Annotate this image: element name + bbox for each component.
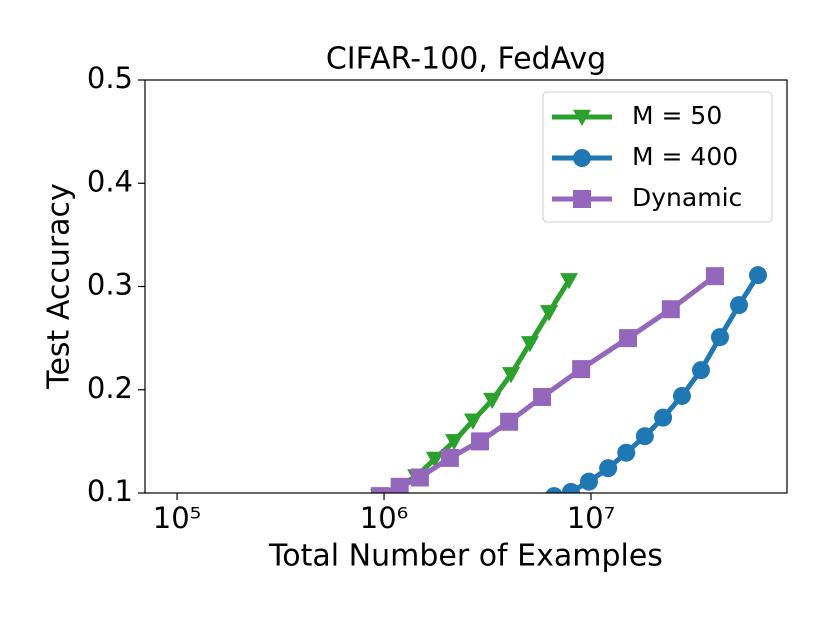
marker [573,109,591,126]
legend-label: M = 50 [632,101,722,130]
x-tick-label: 10⁵ [153,501,202,535]
marker [599,459,618,478]
marker [661,300,680,319]
x-axis-label: Total Number of Examples [268,539,663,574]
series-line [379,278,572,493]
marker [545,487,563,493]
legend-label: Dynamic [632,183,742,212]
x-tick-label: 10⁷ [567,501,616,535]
y-tick-label: 0.4 [87,164,133,198]
marker [711,328,730,347]
y-tick-label: 0.5 [87,61,133,95]
marker [635,427,654,446]
marker [520,336,539,353]
marker [390,477,409,493]
marker [502,367,521,384]
marker [730,296,749,315]
y-axis-label: Test Accuracy [42,183,77,390]
marker [463,413,482,430]
marker [705,267,724,286]
marker [572,360,591,379]
marker [371,487,390,493]
plot-area [370,266,768,493]
y-tick-label: 0.1 [87,474,133,508]
marker [425,451,444,468]
marker [561,482,580,493]
legend-box [542,91,773,223]
marker [573,149,591,167]
marker [619,329,638,348]
marker [540,305,559,322]
marker [560,273,579,290]
x-tick-label: 10⁶ [360,501,409,535]
marker [579,472,598,491]
marker [471,432,490,451]
axes: 0.1 0.2 0.3 0.4 0.5 10⁵ 10⁶ 10⁷ [87,61,615,535]
chart-title: CIFAR-100, FedAvg [326,42,606,77]
marker [483,392,502,410]
marker [617,443,636,462]
legend-label: M = 400 [632,142,738,171]
marker [654,408,673,427]
marker [672,386,691,405]
marker [749,266,768,285]
marker [410,468,429,487]
marker [692,361,711,380]
marker [573,190,591,208]
marker [533,387,552,406]
legend: M = 50 M = 400 Dynamic [542,91,773,223]
y-tick-label: 0.2 [87,371,133,405]
marker [440,448,459,467]
y-tick-label: 0.3 [87,268,133,302]
marker [500,412,519,431]
marker [445,434,464,451]
